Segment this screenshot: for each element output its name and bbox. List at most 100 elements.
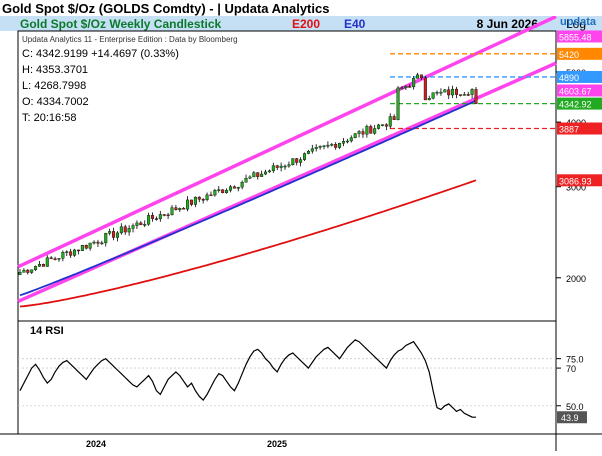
data-source: Updata Analytics 11 - Enterprise Edition…: [22, 35, 238, 44]
candle-body: [96, 241, 100, 244]
candle-body: [151, 215, 155, 219]
candle-body: [322, 145, 326, 147]
candle-body: [193, 196, 197, 205]
candle-body: [88, 242, 92, 249]
candle-body: [135, 222, 139, 226]
candle-body: [18, 272, 22, 275]
candle-body: [201, 199, 205, 201]
chart-header-band: [0, 16, 602, 31]
candle-body: [334, 144, 338, 148]
rsi-value-tag: [557, 411, 587, 424]
candle-body: [158, 214, 162, 220]
candle-body: [49, 257, 53, 259]
candle-body: [396, 87, 400, 120]
rsi-value-label: 43.9: [561, 413, 579, 423]
candle-body: [119, 226, 123, 234]
candle-body: [186, 199, 190, 210]
candle-body: [462, 94, 466, 96]
candle-body: [61, 252, 65, 259]
candle-body: [260, 173, 264, 177]
candle-body: [131, 225, 135, 229]
chart-area: Gold Spot $/Oz Weekly Candlestick E200 E…: [0, 14, 602, 451]
candle-body: [256, 172, 260, 177]
candle-body: [306, 150, 310, 154]
candle-body: [53, 258, 57, 260]
candle-body: [73, 249, 77, 256]
legend-e200: E200: [292, 17, 320, 31]
e40-line: [19, 99, 477, 297]
candle-body: [228, 186, 232, 191]
candle-body: [400, 87, 404, 90]
info-high: H: 4353.3701: [22, 64, 88, 76]
candle-body: [357, 131, 361, 134]
candle-body: [225, 190, 229, 193]
price-tag-box: [557, 122, 602, 135]
candle-body: [283, 165, 287, 168]
candle-body: [369, 126, 373, 134]
candle-body: [423, 77, 427, 101]
y-tick-label: 2000: [566, 274, 586, 284]
candle-body: [45, 257, 49, 267]
candle-body: [104, 233, 108, 244]
candle-body: [248, 176, 252, 179]
candle-body: [205, 194, 209, 200]
candle-body: [170, 207, 174, 216]
candle-body: [123, 226, 127, 233]
x-tick-label-2025: 2025: [267, 439, 287, 449]
candle-body: [80, 245, 84, 251]
candle-body: [127, 228, 131, 233]
price-tag-box: [557, 70, 602, 83]
candle-body: [314, 147, 318, 149]
candle-body: [458, 94, 462, 96]
page-title: Gold Spot $/Oz (GOLDS Comdty) - | Updata…: [2, 1, 330, 16]
candle-body: [92, 241, 96, 244]
candle-body: [330, 144, 334, 146]
candle-body: [37, 264, 41, 267]
chart-title: Gold Spot $/Oz Weekly Candlestick: [20, 17, 221, 31]
candle-body: [108, 231, 112, 234]
updata-logo: updata: [560, 16, 597, 28]
candle-body: [373, 128, 377, 134]
candle-body: [474, 89, 478, 104]
price-tag-box: [557, 84, 602, 97]
candle-body: [384, 124, 388, 127]
candle-body: [455, 88, 459, 95]
candle-body: [470, 89, 474, 95]
candle-body: [338, 143, 342, 148]
candle-body: [291, 158, 295, 165]
candle-body: [419, 74, 423, 79]
candle-body: [303, 153, 307, 160]
candle-body: [154, 218, 158, 220]
candle-body: [279, 165, 283, 168]
candle-body: [244, 178, 248, 183]
candle-body: [57, 258, 61, 260]
price-tag-box: [557, 174, 602, 187]
candle-body: [34, 266, 38, 270]
price-tag-label: 4890: [559, 73, 579, 83]
rsi-tick-label: 70: [566, 364, 576, 374]
candle-body: [162, 214, 166, 216]
chart-date: 8 Jun 2026: [477, 17, 539, 31]
candle-body: [197, 196, 201, 200]
candle-body: [431, 92, 435, 99]
candle-body: [345, 140, 349, 143]
candle-body: [380, 124, 384, 126]
price-tag-box: [557, 47, 602, 60]
channel-upper-line: [17, 14, 557, 269]
candle-body: [240, 182, 244, 188]
candle-body: [466, 94, 470, 96]
candle-body: [65, 251, 69, 253]
candle-body: [217, 189, 221, 191]
rsi-pane: [17, 320, 557, 435]
info-time: T: 20:16:58: [22, 112, 76, 124]
candle-body: [275, 165, 279, 168]
candle-body: [427, 98, 431, 101]
candle-body: [236, 186, 240, 189]
candle-body: [174, 207, 178, 211]
candle-body: [451, 88, 455, 96]
candle-body: [26, 269, 30, 273]
scale-label: Log: [566, 17, 586, 31]
candle-body: [264, 171, 268, 175]
candle-body: [221, 189, 225, 193]
